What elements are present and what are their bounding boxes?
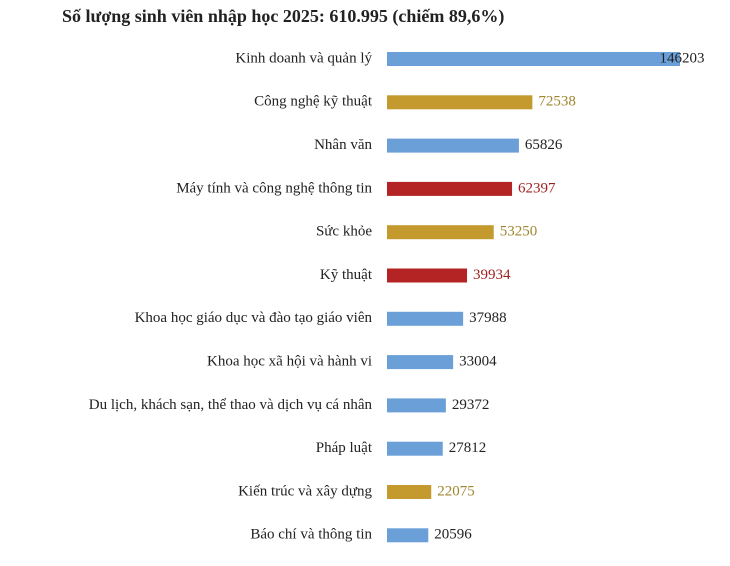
bar [387, 181, 513, 196]
value-label: 65826 [525, 137, 563, 153]
category-label: Du lịch, khách sạn, thể thao và dịch vụ … [89, 397, 373, 413]
category-label: Pháp luật [316, 440, 373, 456]
value-label: 33004 [459, 354, 497, 370]
value-label: 146203 [660, 50, 705, 66]
value-label: 53250 [500, 224, 537, 240]
category-label: Sức khỏe [316, 224, 372, 240]
category-label: Khoa học xã hội và hành vi [207, 354, 372, 370]
bar [387, 485, 432, 499]
value-label: 72538 [538, 94, 576, 110]
category-label: Kinh doanh và quản lý [235, 50, 372, 66]
bar [387, 398, 446, 413]
category-label: Khoa học giáo dục và đào tạo giáo viên [135, 310, 373, 326]
category-label: Máy tính và công nghệ thông tin [176, 180, 372, 196]
bar [387, 268, 468, 283]
bar [387, 528, 429, 543]
category-label: Báo chí và thông tin [250, 527, 372, 543]
value-label: 37988 [469, 310, 507, 326]
bar [387, 225, 494, 240]
category-label: Kỹ thuật [320, 267, 373, 283]
bar [387, 95, 533, 110]
category-label: Kiến trúc và xây dựng [238, 483, 372, 499]
chart-title: Số lượng sinh viên nhập học 2025: 610.99… [62, 6, 504, 27]
value-label: 62397 [518, 180, 556, 196]
value-label: 20596 [434, 527, 472, 543]
bar [387, 311, 464, 326]
value-label: 29372 [452, 397, 490, 413]
category-label: Nhân văn [314, 137, 372, 153]
bar [387, 52, 680, 66]
bar [387, 441, 443, 456]
bar [387, 355, 454, 370]
value-label: 27812 [449, 440, 487, 456]
category-label: Công nghệ kỹ thuật [254, 94, 373, 110]
bar [387, 138, 519, 153]
value-label: 22075 [437, 483, 475, 499]
value-label: 39934 [473, 267, 511, 283]
